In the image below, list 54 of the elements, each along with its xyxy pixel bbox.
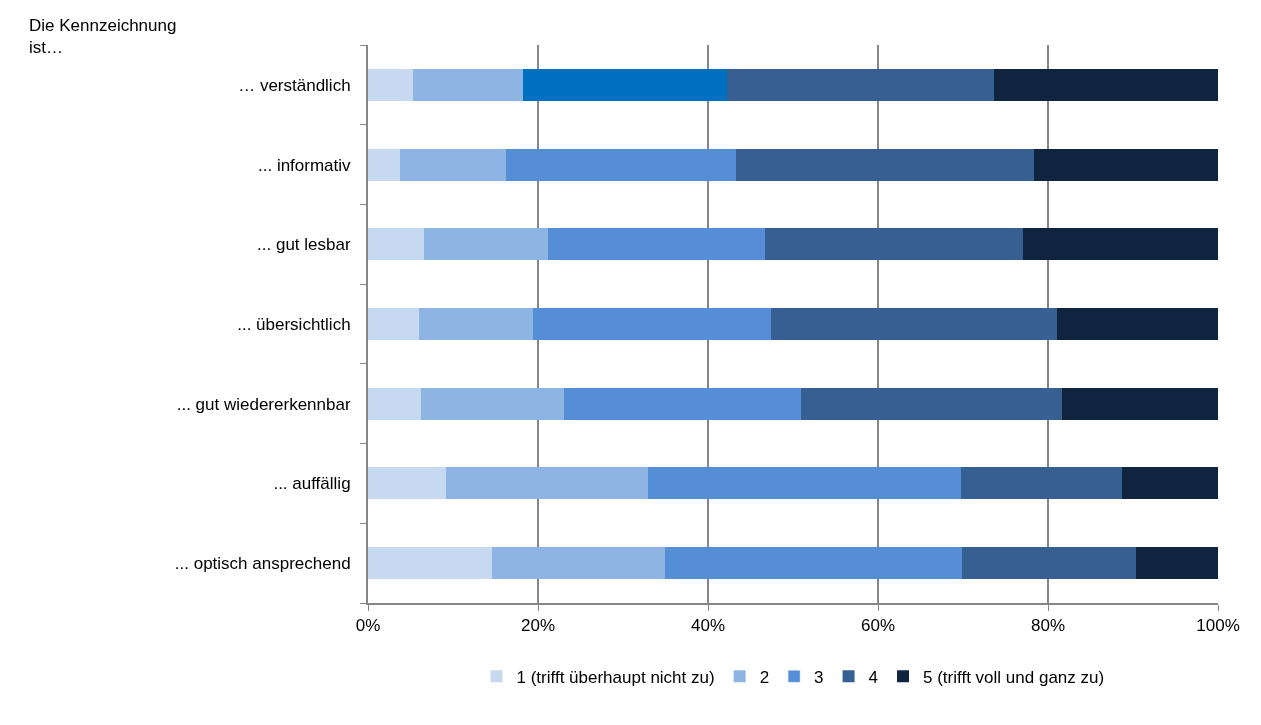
bar bbox=[564, 387, 801, 420]
bar bbox=[522, 68, 727, 101]
bar bbox=[764, 228, 1024, 261]
text: Die Kennzeichnung ist… bbox=[29, 16, 177, 58]
bar bbox=[1135, 547, 1218, 580]
x-tick-label: 0% bbox=[355, 616, 381, 636]
bar bbox=[419, 308, 533, 340]
legend-label: 5 (trifft voll und ganz zu) bbox=[923, 667, 1105, 687]
x-tick-label: 60% bbox=[860, 616, 896, 636]
bar bbox=[492, 547, 665, 580]
bar bbox=[548, 228, 765, 261]
y-tick-label: ... auffällig bbox=[273, 474, 351, 494]
bar bbox=[368, 467, 447, 500]
legend-label: 1 (trifft überhaupt nicht zu) bbox=[516, 667, 715, 687]
x-tick-label: 20% bbox=[520, 616, 556, 636]
bar bbox=[368, 148, 401, 181]
bar bbox=[1023, 228, 1218, 261]
x-tick-label: 80% bbox=[1030, 616, 1066, 636]
bar bbox=[1034, 148, 1218, 181]
bar bbox=[368, 308, 419, 340]
bar bbox=[664, 547, 963, 580]
x-tick-label: 40% bbox=[690, 616, 726, 636]
bar bbox=[800, 387, 1063, 420]
bar bbox=[736, 148, 1035, 181]
legend-label: 4 bbox=[868, 667, 879, 687]
bar bbox=[532, 308, 771, 340]
y-tick-label: ... übersichtlich bbox=[237, 314, 351, 334]
bar bbox=[1121, 467, 1218, 500]
bar bbox=[424, 228, 549, 261]
bar bbox=[368, 228, 425, 261]
bar bbox=[961, 467, 1122, 500]
bar bbox=[368, 387, 421, 420]
legend-label: 3 bbox=[814, 667, 824, 687]
bar bbox=[647, 467, 962, 500]
bar bbox=[368, 68, 414, 101]
bar bbox=[962, 547, 1136, 580]
bar bbox=[1062, 387, 1218, 420]
y-tick-label: … verständlich bbox=[238, 75, 351, 95]
bar bbox=[726, 68, 995, 101]
x-tick-label: 100% bbox=[1196, 616, 1240, 636]
legend-label: 2 bbox=[759, 667, 770, 687]
bar bbox=[446, 467, 648, 500]
bar bbox=[505, 148, 737, 181]
bar bbox=[994, 68, 1218, 101]
bar bbox=[770, 308, 1057, 340]
bar bbox=[400, 148, 506, 181]
bar bbox=[368, 547, 493, 580]
y-tick-label: ... informativ bbox=[258, 155, 352, 175]
bar bbox=[1056, 308, 1218, 340]
bar bbox=[413, 68, 523, 101]
y-tick-label: ... optisch ansprechend bbox=[174, 554, 351, 574]
y-tick-label: ... gut wiedererkennbar bbox=[176, 394, 351, 414]
bar bbox=[420, 387, 565, 420]
y-tick-label: ... gut lesbar bbox=[257, 235, 351, 255]
